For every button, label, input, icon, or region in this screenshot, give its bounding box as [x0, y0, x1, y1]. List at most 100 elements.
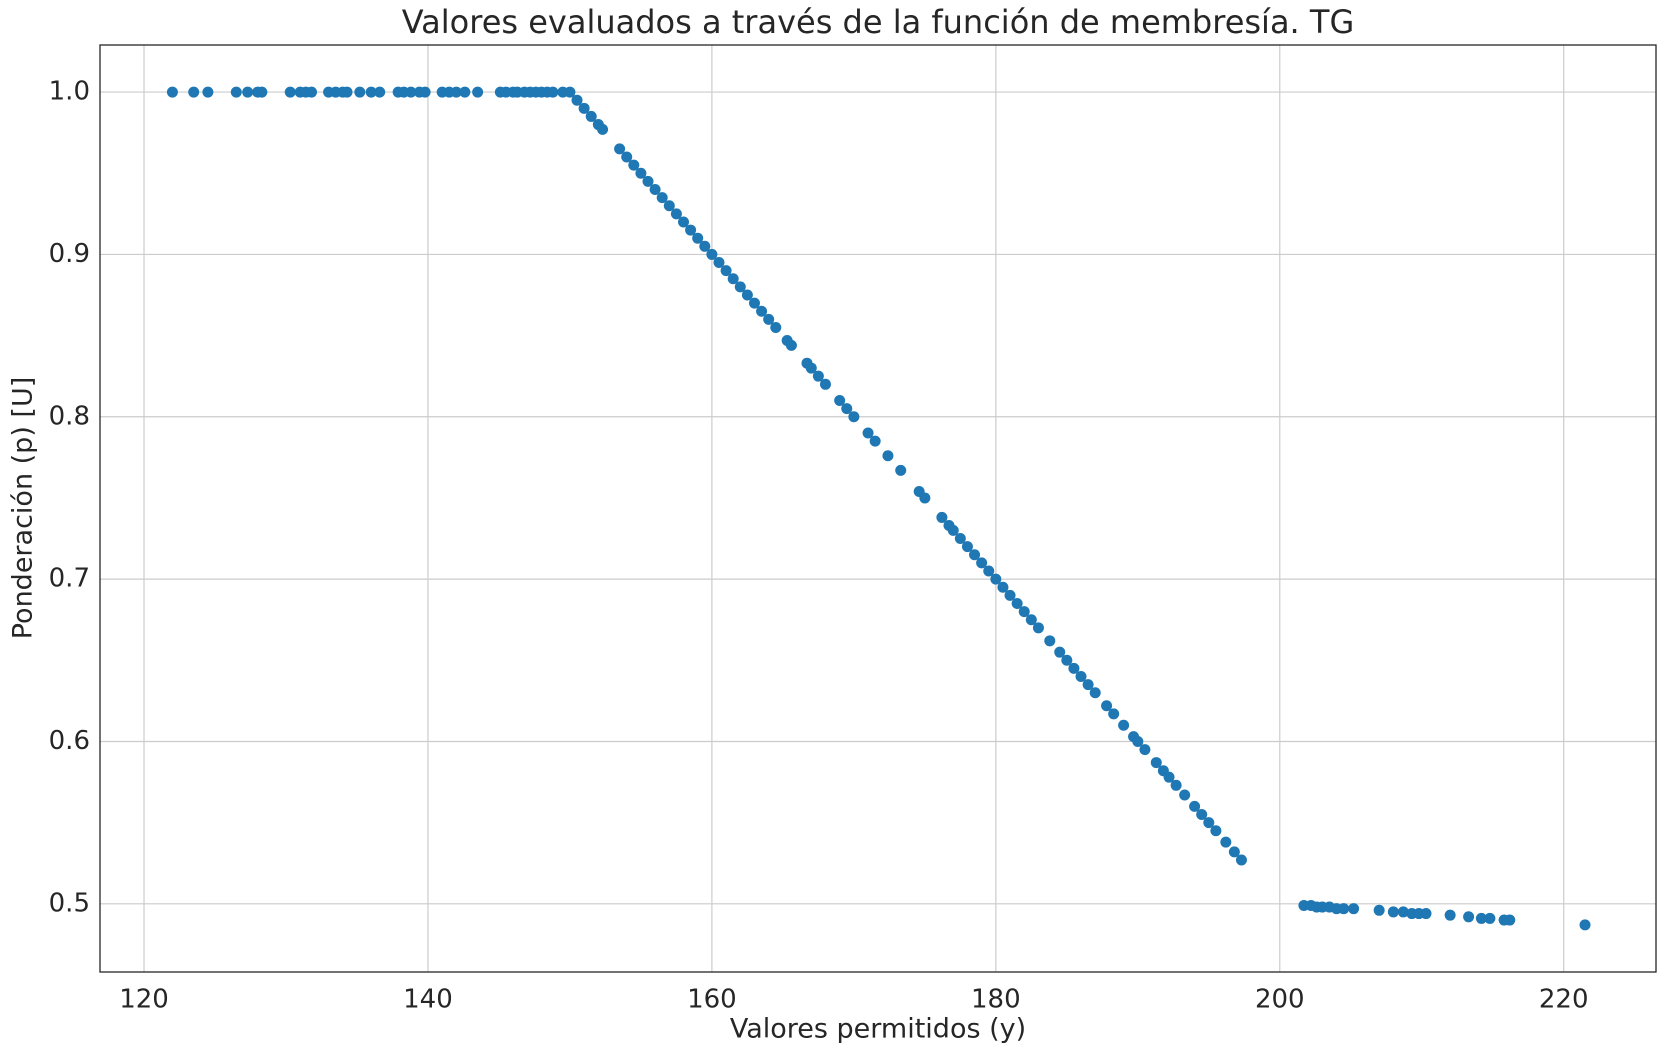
- point: [1228, 846, 1240, 858]
- point: [365, 86, 377, 98]
- point: [374, 86, 386, 98]
- point: [706, 248, 718, 260]
- y-axis-label: Ponderación (p) [U]: [8, 377, 39, 640]
- point: [748, 297, 760, 309]
- point: [969, 549, 981, 561]
- point: [166, 86, 178, 98]
- point: [614, 143, 626, 155]
- point: [564, 86, 576, 98]
- point: [936, 511, 948, 523]
- point: [1075, 671, 1087, 683]
- chart-title: Valores evaluados a través de la función…: [402, 3, 1354, 41]
- point: [354, 86, 366, 98]
- point: [685, 224, 697, 236]
- point: [1196, 809, 1208, 821]
- point: [1444, 909, 1456, 921]
- point: [1504, 914, 1516, 926]
- point: [1089, 687, 1101, 699]
- point: [242, 86, 254, 98]
- point: [1004, 589, 1016, 601]
- point: [628, 159, 640, 171]
- point: [812, 370, 824, 382]
- point: [1338, 903, 1350, 915]
- point: [1054, 646, 1066, 658]
- point: [230, 86, 242, 98]
- point: [976, 557, 988, 569]
- point: [1101, 700, 1113, 712]
- point: [947, 524, 959, 536]
- point: [585, 110, 597, 122]
- point: [642, 175, 654, 187]
- point: [649, 183, 661, 195]
- point: [1463, 911, 1475, 923]
- point: [1082, 679, 1094, 691]
- point: [1210, 825, 1222, 837]
- x-tick-label: 160: [687, 985, 737, 1015]
- point: [997, 581, 1009, 593]
- point: [1118, 719, 1130, 731]
- point: [770, 321, 782, 333]
- point: [841, 403, 853, 415]
- y-tick-label: 0.5: [49, 888, 90, 918]
- x-tick-label: 140: [403, 985, 453, 1015]
- point: [656, 192, 668, 204]
- point: [678, 216, 689, 228]
- point: [895, 464, 907, 476]
- point: [983, 565, 995, 577]
- point: [869, 435, 881, 447]
- point: [1018, 606, 1030, 618]
- point: [284, 86, 296, 98]
- point: [597, 123, 609, 135]
- y-tick-label: 0.9: [49, 239, 90, 269]
- point: [450, 86, 462, 98]
- x-tick-label: 200: [1255, 985, 1305, 1015]
- point: [1044, 635, 1056, 647]
- point: [1348, 903, 1360, 915]
- point: [785, 339, 797, 351]
- point: [1235, 854, 1247, 866]
- point: [961, 541, 973, 553]
- point: [663, 200, 675, 212]
- point: [692, 232, 704, 244]
- point: [834, 395, 846, 407]
- x-tick-label: 220: [1539, 985, 1589, 1015]
- point: [1139, 744, 1151, 756]
- point: [578, 102, 590, 114]
- point: [1150, 757, 1162, 769]
- point: [741, 289, 753, 301]
- y-tick-label: 0.8: [49, 401, 90, 431]
- point: [1220, 836, 1232, 848]
- y-tick-label: 1.0: [49, 77, 90, 107]
- point: [990, 573, 1002, 585]
- point: [1189, 800, 1201, 812]
- point: [1068, 662, 1080, 674]
- y-tick-label: 0.7: [49, 564, 90, 594]
- point: [1163, 771, 1175, 783]
- point: [306, 86, 318, 98]
- point: [202, 86, 214, 98]
- point: [188, 86, 200, 98]
- point: [472, 86, 484, 98]
- point: [670, 208, 682, 220]
- point: [713, 257, 725, 269]
- point: [882, 450, 894, 462]
- point: [621, 151, 633, 163]
- point: [919, 492, 931, 504]
- point: [848, 411, 860, 423]
- point: [720, 265, 732, 277]
- point: [763, 313, 775, 325]
- plot-frame: [99, 44, 1657, 973]
- point: [1420, 908, 1432, 920]
- point: [635, 167, 647, 179]
- x-tick-label: 180: [971, 985, 1021, 1015]
- point: [1025, 614, 1037, 626]
- point: [571, 94, 583, 106]
- point: [1061, 654, 1073, 666]
- point: [862, 427, 874, 439]
- point: [1203, 817, 1215, 829]
- point: [419, 86, 431, 98]
- point: [699, 240, 711, 252]
- point: [819, 378, 831, 390]
- y-tick-label: 0.6: [49, 726, 90, 756]
